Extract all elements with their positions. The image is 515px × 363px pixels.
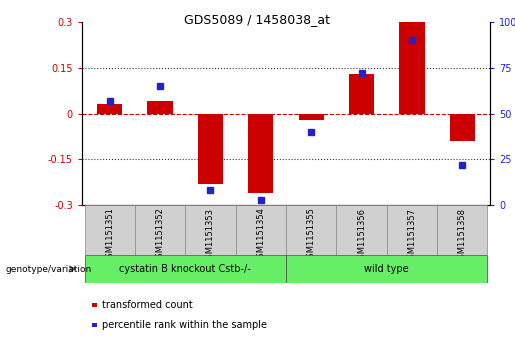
Text: cystatin B knockout Cstb-/-: cystatin B knockout Cstb-/- [119, 264, 251, 274]
Text: GSM1151352: GSM1151352 [156, 208, 165, 264]
Bar [97, 104, 122, 114]
Bar [437, 205, 488, 255]
Text: transformed count: transformed count [102, 300, 193, 310]
Bar [135, 205, 185, 255]
Text: GSM1151351: GSM1151351 [105, 208, 114, 264]
Bar [84, 255, 286, 283]
Text: GSM1151355: GSM1151355 [307, 208, 316, 264]
Bar [450, 114, 475, 141]
Bar [248, 114, 273, 193]
Bar [198, 114, 223, 184]
Text: percentile rank within the sample: percentile rank within the sample [102, 320, 267, 330]
Bar [84, 205, 135, 255]
Bar [336, 205, 387, 255]
Text: GSM1151353: GSM1151353 [206, 208, 215, 264]
Text: GSM1151357: GSM1151357 [407, 208, 417, 264]
Bar [286, 255, 488, 283]
Text: GDS5089 / 1458038_at: GDS5089 / 1458038_at [184, 13, 331, 26]
Bar [236, 205, 286, 255]
Text: wild type: wild type [365, 264, 409, 274]
Bar [399, 22, 424, 114]
Bar [387, 205, 437, 255]
Bar [147, 101, 173, 114]
Text: genotype/variation: genotype/variation [5, 265, 91, 273]
Text: GSM1151356: GSM1151356 [357, 208, 366, 264]
Bar [349, 74, 374, 114]
Bar [299, 114, 324, 119]
Text: GSM1151354: GSM1151354 [256, 208, 265, 264]
Bar [185, 205, 236, 255]
Text: GSM1151358: GSM1151358 [458, 208, 467, 264]
Bar [286, 205, 336, 255]
